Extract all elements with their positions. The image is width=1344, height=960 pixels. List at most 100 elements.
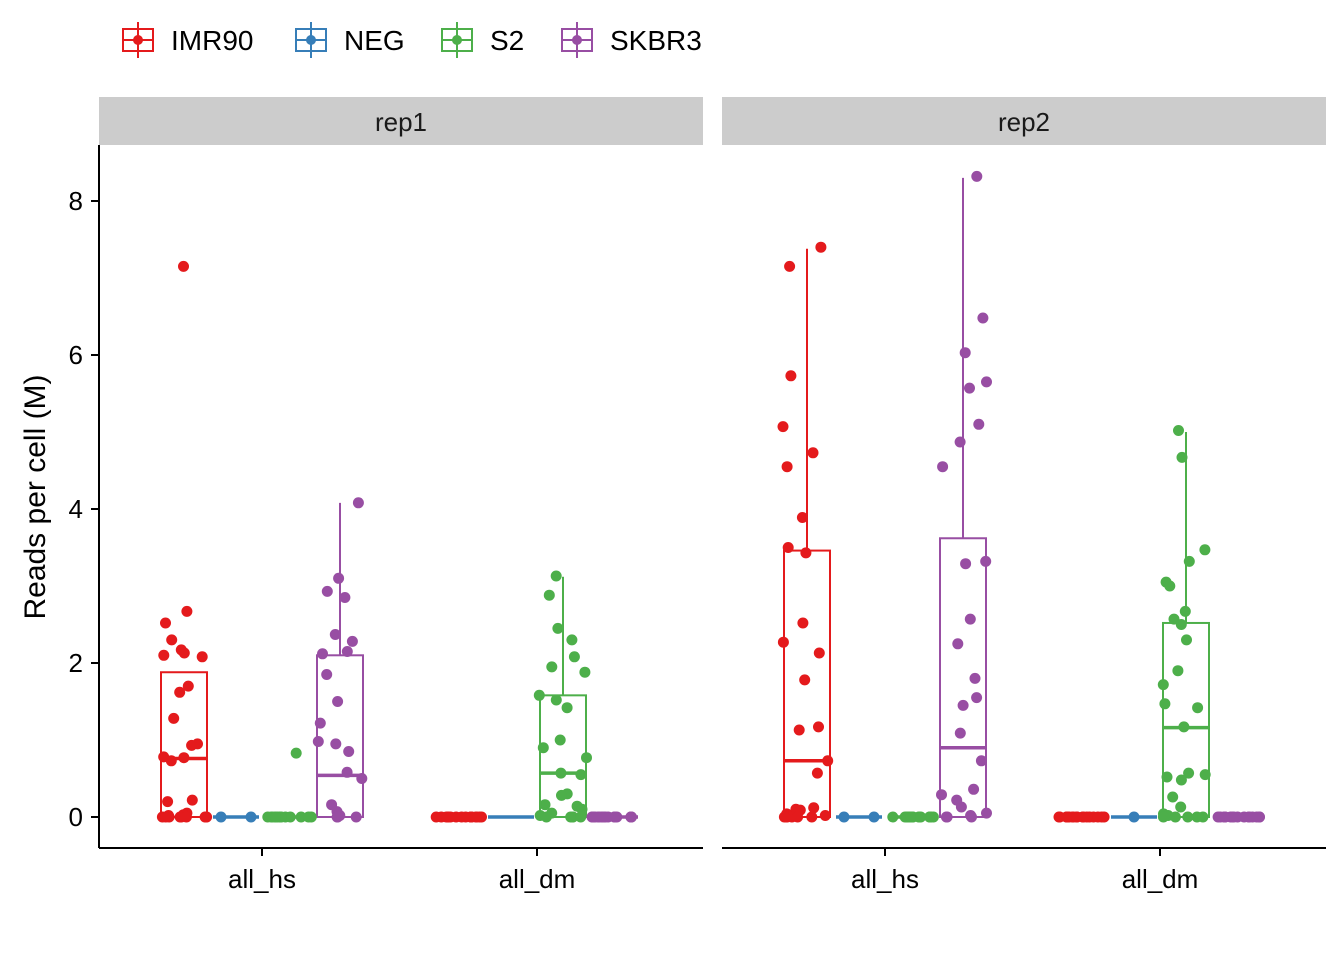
y-tick-label: 4 [69, 494, 83, 524]
x-tick-label-all_dm: all_dm [499, 864, 576, 894]
data-point [168, 712, 180, 724]
data-point [981, 807, 992, 819]
data-point [1081, 811, 1093, 823]
data-point [1228, 811, 1240, 823]
data-point [971, 170, 983, 182]
data-point [981, 376, 992, 388]
data-point [1179, 605, 1191, 617]
y-tick-label: 6 [69, 340, 83, 370]
data-point [868, 811, 880, 823]
points-imr90-all_hs [156, 260, 213, 823]
data-point [813, 721, 824, 733]
data-point [262, 811, 274, 823]
points-skbr3-all_dm [586, 811, 637, 823]
data-point [1192, 702, 1204, 714]
points-skbr3-all_hs [936, 170, 992, 823]
data-point [556, 789, 567, 801]
data-point [813, 647, 825, 659]
box-skbr3-all_hs [939, 177, 987, 818]
y-tick-label: 8 [69, 186, 83, 216]
data-point [1173, 425, 1184, 436]
data-point [1175, 774, 1187, 786]
box-body [939, 537, 987, 818]
x-tick-label-all_hs: all_hs [228, 864, 296, 894]
data-point [941, 811, 953, 823]
data-point [959, 347, 971, 359]
data-point [1172, 665, 1184, 677]
data-point [303, 811, 314, 823]
data-point [200, 811, 212, 823]
data-point [314, 717, 326, 729]
data-point [317, 648, 328, 660]
data-point [811, 767, 823, 779]
data-point [352, 497, 364, 509]
data-point [575, 769, 587, 781]
data-point [964, 613, 976, 625]
data-point [957, 699, 969, 711]
data-point [181, 605, 193, 617]
data-point [343, 746, 355, 757]
data-point [568, 651, 580, 663]
data-point [180, 811, 192, 823]
facet-strip [722, 97, 1326, 145]
data-point [1128, 811, 1140, 823]
data-point [799, 674, 811, 686]
box-s2-all_dm [539, 576, 587, 819]
legend-key-point [452, 35, 462, 45]
data-point [565, 811, 577, 823]
data-point [321, 669, 333, 680]
y-tick-label: 2 [69, 648, 83, 678]
data-point [174, 686, 186, 698]
data-point [163, 811, 175, 823]
legend-item-neg: NEG [295, 22, 405, 58]
data-point [797, 617, 809, 629]
data-point [539, 799, 551, 811]
data-point [784, 260, 796, 272]
panel-rep1: rep1 0 2 4 6 8 all_hs all_dm [69, 97, 703, 894]
data-point [566, 634, 578, 646]
data-point [1197, 811, 1209, 823]
points-s2-all_dm [533, 570, 592, 823]
data-point [312, 736, 324, 747]
legend: IMR90 NEG S2 SKBR3 [122, 22, 702, 58]
data-point [430, 811, 442, 823]
box-body [1162, 621, 1210, 819]
data-point [270, 811, 281, 823]
y-tick-label: 0 [69, 802, 83, 832]
data-point [1214, 811, 1226, 823]
legend-key-point [306, 35, 316, 45]
points-s2-all_dm [1157, 425, 1211, 823]
data-point [1175, 619, 1187, 630]
data-point [952, 638, 964, 650]
data-point [552, 622, 564, 634]
points-s2-all_hs [887, 811, 939, 823]
legend-label: NEG [344, 25, 405, 56]
data-point [1061, 811, 1073, 823]
data-point [1157, 679, 1169, 691]
legend-item-skbr3: SKBR3 [561, 22, 702, 58]
data-point [1243, 811, 1255, 823]
data-point [456, 811, 468, 823]
data-point [330, 738, 342, 750]
data-point [575, 811, 587, 823]
data-point [966, 811, 977, 823]
data-point [1183, 555, 1195, 567]
facet-strip [99, 97, 703, 145]
data-point [937, 461, 949, 473]
data-point [245, 811, 257, 823]
data-point [819, 810, 831, 821]
data-point [1161, 771, 1173, 783]
points-imr90-all_dm [1053, 811, 1110, 823]
data-point [1092, 811, 1104, 823]
data-point [838, 811, 850, 823]
data-point [346, 635, 358, 647]
data-point [954, 436, 966, 448]
data-point [969, 672, 981, 684]
legend-label: IMR90 [171, 25, 253, 56]
data-point [537, 742, 549, 754]
facet-strip-label: rep2 [998, 107, 1050, 137]
data-point [800, 547, 812, 559]
data-point [581, 752, 592, 764]
data-point [955, 801, 967, 813]
data-point [186, 794, 198, 806]
